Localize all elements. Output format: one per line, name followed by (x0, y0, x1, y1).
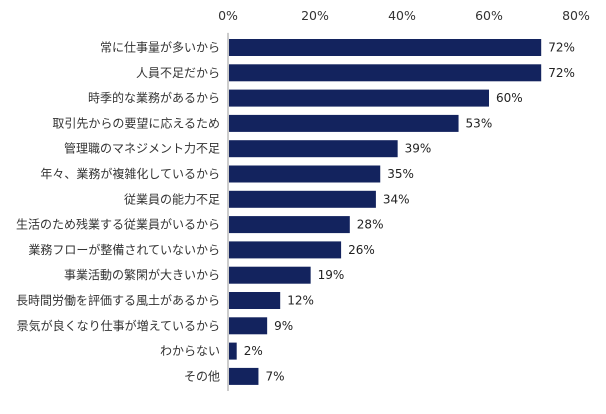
value-label: 34% (383, 192, 410, 206)
bar (229, 367, 259, 385)
bar (229, 64, 542, 82)
bars (229, 39, 542, 385)
bar (229, 342, 237, 360)
x-tick-label: 20% (301, 8, 329, 23)
bar (229, 216, 350, 234)
category-label: 事業活動の繁閑が大きいから (64, 267, 220, 282)
category-label: 時季的な業務があるから (88, 90, 220, 105)
value-label: 19% (318, 268, 345, 282)
category-label: 生活のため残業する従業員がいるから (16, 217, 220, 232)
value-label: 53% (466, 116, 493, 130)
bar (229, 39, 542, 56)
value-label: 60% (496, 91, 523, 105)
bar (229, 241, 342, 259)
category-label: 年々、業務が複雑化しているから (40, 166, 220, 181)
value-label: 72% (548, 41, 575, 55)
value-label: 9% (274, 319, 293, 333)
bar (229, 190, 376, 208)
value-label: 12% (287, 294, 314, 308)
value-label: 7% (265, 369, 284, 383)
category-label: 業務フローが整備されていないから (28, 242, 220, 257)
category-label: 人員不足だから (136, 66, 220, 80)
category-label: 従業員の能力不足 (124, 192, 220, 206)
bar (229, 292, 281, 309)
x-axis-ticks: 0% 20% 40% 60% 80% (218, 8, 590, 23)
value-labels: 72% 72% 60%53% 39% 35% 34% 28% 26%19% 12% 9% 2%7% (244, 41, 575, 384)
bar (229, 89, 489, 107)
value-label: 2% (244, 344, 263, 358)
category-labels: 常に仕事量が多いから人員不足だから時季的な業務があるから取引先からの要望に応える… (16, 40, 220, 384)
x-tick-label: 80% (562, 8, 590, 23)
category-label: 長時間労働を評価する風土があるから (16, 293, 220, 308)
x-tick-label: 0% (218, 8, 238, 23)
value-label: 26% (348, 243, 375, 257)
value-label: 28% (357, 218, 384, 232)
category-label: その他 (184, 369, 220, 383)
category-label: わからない (160, 344, 220, 358)
bar (229, 317, 268, 335)
bar (229, 140, 398, 158)
value-label: 35% (387, 167, 414, 181)
category-label: 常に仕事量が多いから (100, 40, 220, 55)
bar (229, 114, 459, 132)
value-label: 39% (405, 142, 432, 156)
bar (229, 165, 381, 183)
category-label: 管理職のマネジメント力不足 (64, 141, 220, 156)
value-label: 72% (548, 66, 575, 80)
bar (229, 266, 311, 284)
x-tick-label: 60% (475, 8, 503, 23)
category-label: 取引先からの要望に応えるため (52, 116, 220, 130)
x-tick-label: 40% (388, 8, 416, 23)
category-label: 景気が良くなり仕事が増えているから (17, 318, 220, 333)
